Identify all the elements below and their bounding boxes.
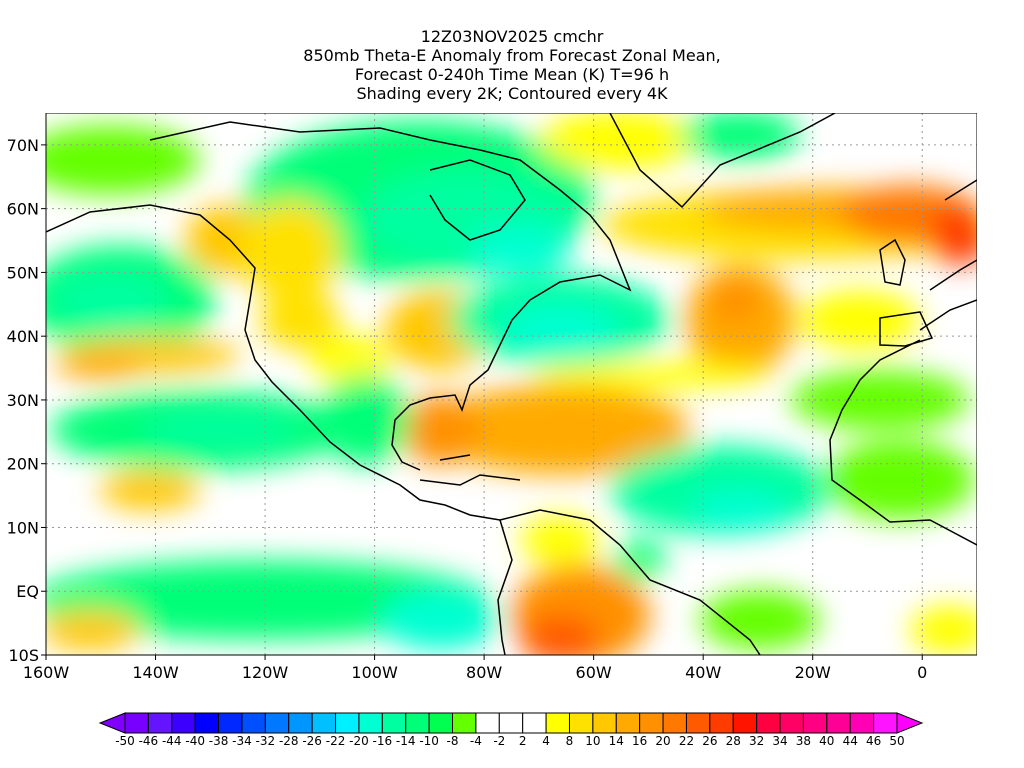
colorbar-swatch bbox=[194, 712, 220, 734]
colorbar-swatch bbox=[218, 712, 243, 734]
x-tick-label: 100W bbox=[351, 663, 398, 682]
y-tick-label: 50N bbox=[7, 263, 39, 282]
colorbar-swatch bbox=[452, 712, 477, 734]
colorbar-label: -34 bbox=[232, 734, 252, 748]
gridlines bbox=[46, 113, 977, 655]
x-tick-label: 20W bbox=[795, 663, 831, 682]
colorbar-label: 44 bbox=[843, 734, 858, 748]
x-tick-label: 40W bbox=[685, 663, 721, 682]
colorbar-swatch bbox=[522, 712, 547, 734]
colorbar-label: 32 bbox=[749, 734, 764, 748]
colorbar-label: 34 bbox=[772, 734, 787, 748]
colorbar-label: -20 bbox=[349, 734, 369, 748]
colorbar-label: 40 bbox=[819, 734, 834, 748]
colorbar-label: -46 bbox=[139, 734, 159, 748]
y-tick-label: 10N bbox=[7, 518, 39, 537]
y-tick-label: 10S bbox=[8, 646, 39, 665]
colorbar-swatch bbox=[358, 712, 383, 734]
colorbar-label: -38 bbox=[209, 734, 229, 748]
colorbar-swatch bbox=[545, 712, 570, 734]
colorbar-label: -26 bbox=[302, 734, 322, 748]
colorbar-label: 26 bbox=[702, 734, 717, 748]
x-tick-label: 0 bbox=[917, 663, 927, 682]
colorbar-label: -28 bbox=[279, 734, 299, 748]
title-line-2: 850mb Theta-E Anomaly from Forecast Zona… bbox=[303, 46, 721, 65]
x-tick-label: 80W bbox=[466, 663, 502, 682]
colorbar-label: 14 bbox=[609, 734, 624, 748]
colorbar-swatch bbox=[124, 712, 149, 734]
colorbar-swatch bbox=[826, 712, 851, 734]
colorbar-swatch bbox=[685, 712, 711, 734]
colorbar-swatch bbox=[756, 712, 781, 734]
colorbar-swatch bbox=[639, 712, 664, 734]
colorbar-swatch bbox=[381, 712, 407, 734]
colorbar-swatch bbox=[568, 712, 594, 734]
colorbar-swatch bbox=[802, 712, 828, 734]
colorbar-label: 2 bbox=[519, 734, 527, 748]
colorbar-swatch bbox=[241, 712, 266, 734]
colorbar-label: -44 bbox=[162, 734, 182, 748]
colorbar-swatch bbox=[498, 712, 524, 734]
colorbar-label: 28 bbox=[726, 734, 741, 748]
colorbar-label: -14 bbox=[396, 734, 416, 748]
x-tick-label: 120W bbox=[242, 663, 289, 682]
colorbar-label: 4 bbox=[542, 734, 550, 748]
colorbar-swatch bbox=[849, 712, 875, 734]
colorbar-label: 8 bbox=[566, 734, 574, 748]
colorbar-swatch bbox=[592, 712, 617, 734]
shaded-field bbox=[46, 113, 977, 655]
x-tick-label: 60W bbox=[576, 663, 612, 682]
y-tick-label: EQ bbox=[16, 582, 39, 601]
x-tick-label: 160W bbox=[23, 663, 70, 682]
colorbar-label: -8 bbox=[447, 734, 459, 748]
colorbar-label: 20 bbox=[655, 734, 670, 748]
colorbar-label: -10 bbox=[419, 734, 439, 748]
y-tick-label: 40N bbox=[7, 327, 39, 346]
coastlines bbox=[46, 113, 977, 655]
colorbar: -50 -46 -44 -40 -38 -34 -32 -28 -26 -22 -20 -16 -14-… bbox=[98, 712, 924, 748]
colorbar-swatch bbox=[709, 712, 734, 734]
title-line-1: 12Z03NOV2025 cmchr bbox=[420, 27, 604, 46]
y-tick-label: 70N bbox=[7, 136, 39, 155]
colorbar-swatch bbox=[662, 712, 687, 734]
colorbar-label: -40 bbox=[185, 734, 205, 748]
colorbar-swatch bbox=[428, 712, 454, 734]
colorbar-label: 38 bbox=[796, 734, 811, 748]
colorbar-swatch bbox=[171, 712, 196, 734]
y-tick-label: 20N bbox=[7, 455, 39, 474]
colorbar-swatch bbox=[311, 712, 337, 734]
x-tick-label: 140W bbox=[132, 663, 179, 682]
colorbar-label: 16 bbox=[632, 734, 647, 748]
title-line-4: Shading every 2K; Contoured every 4K bbox=[356, 84, 668, 103]
title-line-3: Forecast 0-240h Time Mean (K) T=96 h bbox=[354, 65, 670, 84]
colorbar-label: 22 bbox=[679, 734, 694, 748]
colorbar-swatch bbox=[873, 712, 898, 734]
colorbar-label: -32 bbox=[256, 734, 276, 748]
colorbar-swatch bbox=[732, 712, 758, 734]
axes: 160W 140W 120W 100W 80W 60W 40W 20W 0 70N 60N 50N 40… bbox=[7, 113, 977, 682]
colorbar-swatch bbox=[405, 712, 430, 734]
colorbar-swatch bbox=[147, 712, 173, 734]
colorbar-label: -4 bbox=[470, 734, 482, 748]
colorbar-label: 50 bbox=[889, 734, 904, 748]
colorbar-swatch bbox=[288, 712, 313, 734]
colorbar-swatch bbox=[264, 712, 290, 734]
y-tick-label: 60N bbox=[7, 200, 39, 219]
colorbar-label: -50 bbox=[115, 734, 135, 748]
colorbar-label: 10 bbox=[585, 734, 600, 748]
colorbar-low-arrow bbox=[98, 712, 126, 734]
colorbar-swatch bbox=[615, 712, 641, 734]
colorbar-label: -2 bbox=[493, 734, 505, 748]
colorbar-label: -22 bbox=[326, 734, 346, 748]
colorbar-label: 46 bbox=[866, 734, 881, 748]
colorbar-label: -16 bbox=[373, 734, 393, 748]
y-tick-label: 30N bbox=[7, 391, 39, 410]
colorbar-high-arrow bbox=[896, 712, 924, 734]
colorbar-swatch bbox=[779, 712, 804, 734]
colorbar-swatch bbox=[335, 712, 360, 734]
colorbar-swatch bbox=[475, 712, 500, 734]
